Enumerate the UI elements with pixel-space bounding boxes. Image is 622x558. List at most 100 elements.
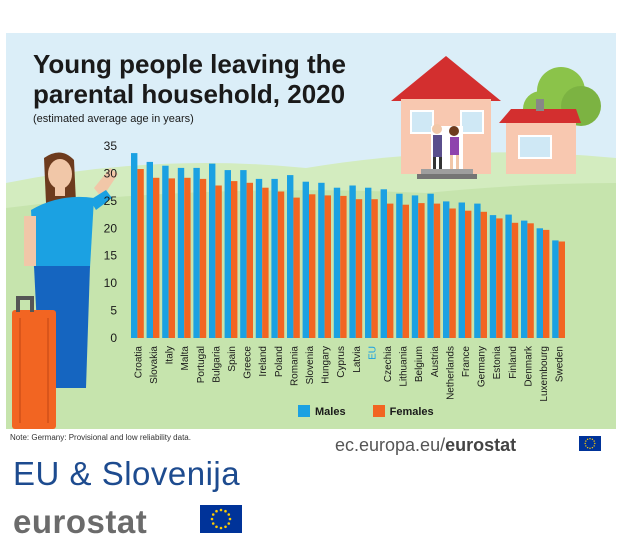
bar-females-malta <box>184 177 191 338</box>
flag-star-icon <box>219 526 223 530</box>
branding-logo-text: eurostat <box>13 503 148 540</box>
flag-star-icon <box>211 513 215 516</box>
bar-females-cyprus <box>340 195 347 338</box>
bar-males-belgium <box>411 195 419 338</box>
y-tick-label: 25 <box>104 194 118 208</box>
flag-star-icon <box>585 445 587 447</box>
legend-item-males: Males <box>298 405 346 418</box>
bar-males-sweden <box>552 240 559 338</box>
x-tick-label: Italy <box>165 346 176 364</box>
x-tick-label: Slovenia <box>305 346 316 385</box>
flag-star-icon <box>210 517 214 521</box>
flag-star-icon <box>224 525 227 529</box>
bar-males-estonia <box>489 215 497 338</box>
y-tick-label: 15 <box>104 249 118 263</box>
flag-star-icon <box>591 438 594 441</box>
flag-star-icon <box>584 442 586 445</box>
x-tick-label: France <box>461 346 472 378</box>
bar-females-sweden <box>558 241 565 338</box>
bar-females-denmark <box>527 223 534 338</box>
bar-females-eu <box>371 199 378 338</box>
bar-males-austria <box>427 193 434 338</box>
bar-males-hungary <box>318 182 325 338</box>
bar-females-latvia <box>355 199 363 338</box>
bar-females-portugal <box>199 178 207 338</box>
y-tick-label: 30 <box>104 166 118 180</box>
flag-star-icon <box>215 525 218 529</box>
eu-flag-icon <box>579 436 601 451</box>
x-tick-label: Slovakia <box>149 346 160 384</box>
x-tick-label: Malta <box>180 346 191 371</box>
chart-subtitle: (estimated average age in years) <box>33 113 194 125</box>
bar-males-spain <box>224 170 231 338</box>
bar-females-slovakia <box>153 177 160 338</box>
x-tick-label: Luxembourg <box>539 346 550 402</box>
bar-males-latvia <box>349 185 356 338</box>
bar-females-bulgaria <box>215 185 222 338</box>
x-tick-label: Portugal <box>196 346 207 383</box>
bar-males-romania <box>287 175 294 338</box>
bar-males-italy <box>162 165 169 338</box>
bar-males-portugal <box>193 167 200 338</box>
bar-males-greece <box>240 170 247 338</box>
flag-star-icon <box>227 513 231 516</box>
bar-chart: 0 5 10 15 20 25 30 35 Croatia Slovakia Italy Malta P… <box>104 139 566 402</box>
flag-star-icon <box>224 509 227 513</box>
bar-males-finland <box>505 214 512 338</box>
x-tick-label: Spain <box>227 346 238 372</box>
bar-males-eu <box>365 187 372 338</box>
y-tick-label: 35 <box>104 139 118 153</box>
bar-males-slovakia <box>146 161 153 338</box>
bar-males-germany <box>474 203 481 338</box>
bar-females-lithuania <box>402 204 409 338</box>
x-tick-label: Latvia <box>352 346 363 373</box>
bar-females-germany <box>480 211 487 338</box>
x-tick-label: Hungary <box>321 346 332 384</box>
bar-males-denmark <box>521 220 528 338</box>
flag-star-icon <box>586 446 589 449</box>
y-tick-label: 0 <box>110 331 117 345</box>
bar-males-luxembourg <box>536 228 543 338</box>
x-tick-label: Czechia <box>383 346 394 383</box>
bar-females-italy <box>168 178 175 338</box>
source-brand: eurostat <box>445 435 517 455</box>
x-tick-label: Netherlands <box>445 346 456 400</box>
chart-title: Young people leaving the parental househ… <box>33 49 346 109</box>
bar-females-estonia <box>496 218 503 338</box>
flag-star-icon <box>586 438 589 441</box>
chart-legend: Males Females <box>298 405 458 418</box>
legend-item-females: Females <box>372 405 434 418</box>
x-tick-label: Lithuania <box>399 346 410 387</box>
chart-note: Note: Germany: Provisional and low relia… <box>10 433 191 442</box>
flag-star-icon <box>211 522 215 525</box>
bar-males-bulgaria <box>209 163 216 338</box>
source-link[interactable]: ec.europa.eu/eurostat <box>335 435 516 456</box>
x-tick-label: EU <box>367 346 378 360</box>
flag-star-icon <box>219 508 223 512</box>
x-tick-label: Romania <box>289 346 300 386</box>
bar-females-slovenia <box>309 194 316 338</box>
woman-suitcase-illustration <box>12 152 118 429</box>
y-tick-label: 10 <box>104 276 118 290</box>
bar-males-cyprus <box>333 187 341 338</box>
y-tick-label: 5 <box>110 304 117 318</box>
x-tick-label: Croatia <box>133 346 144 379</box>
x-tick-label: Greece <box>243 346 254 379</box>
bar-females-czechia <box>387 203 394 338</box>
flag-star-icon <box>589 447 591 449</box>
source-prefix: ec.europa.eu/ <box>335 435 446 455</box>
legend-label-males: Males <box>315 406 346 418</box>
x-tick-label: Finland <box>508 346 519 379</box>
bar-males-poland <box>271 178 278 338</box>
bar-females-greece <box>246 182 253 338</box>
bar-females-croatia <box>137 169 144 338</box>
bar-females-france <box>465 210 472 338</box>
flag-star-icon <box>585 440 587 442</box>
flag-star-icon <box>589 438 591 440</box>
flag-star-icon <box>227 522 231 525</box>
x-tick-label: Denmark <box>523 345 534 387</box>
bar-males-lithuania <box>396 193 403 338</box>
bar-females-luxembourg <box>543 229 550 338</box>
flag-star-icon <box>591 446 594 449</box>
y-tick-label: 20 <box>104 221 118 235</box>
